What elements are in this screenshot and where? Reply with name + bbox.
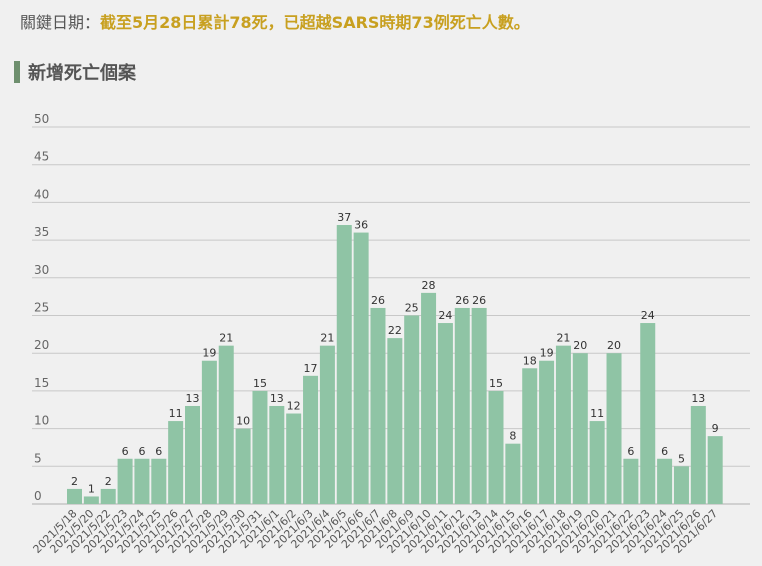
bar bbox=[185, 405, 201, 504]
section-title: 新增死亡個案 bbox=[28, 63, 136, 84]
data-label: 6 bbox=[661, 445, 668, 458]
key-date-line: 關鍵日期：截至5月28日累計78死，已超越SARS時期73例死亡人數。 bbox=[20, 10, 530, 36]
data-label: 37 bbox=[337, 211, 351, 224]
bar bbox=[269, 405, 285, 504]
data-label: 6 bbox=[138, 445, 145, 458]
data-label: 11 bbox=[590, 407, 604, 420]
data-label: 8 bbox=[509, 430, 516, 443]
y-tick-label: 40 bbox=[34, 187, 49, 201]
data-label: 12 bbox=[287, 400, 301, 413]
data-label: 2 bbox=[71, 475, 78, 488]
bar bbox=[555, 345, 571, 504]
bar bbox=[319, 345, 335, 504]
data-label: 21 bbox=[219, 332, 233, 345]
y-tick-label: 45 bbox=[34, 150, 49, 164]
bar bbox=[623, 458, 639, 504]
bar bbox=[286, 413, 302, 504]
data-label: 36 bbox=[354, 219, 368, 232]
data-label: 21 bbox=[556, 332, 570, 345]
data-label: 2 bbox=[105, 475, 112, 488]
y-tick-label: 30 bbox=[34, 263, 49, 277]
bar bbox=[657, 458, 673, 504]
data-label: 6 bbox=[627, 445, 634, 458]
data-label: 15 bbox=[253, 377, 267, 390]
data-label: 18 bbox=[523, 354, 537, 367]
bar bbox=[606, 353, 622, 504]
section-header: 新增死亡個案 bbox=[14, 60, 136, 84]
data-label: 6 bbox=[122, 445, 129, 458]
bar bbox=[471, 307, 487, 504]
data-label: 15 bbox=[489, 377, 503, 390]
y-tick-label: 10 bbox=[34, 414, 49, 428]
bar bbox=[151, 458, 167, 504]
y-tick-label: 20 bbox=[34, 338, 49, 352]
bar bbox=[640, 323, 656, 504]
bar bbox=[303, 375, 319, 504]
data-label: 1 bbox=[88, 482, 95, 495]
data-label: 25 bbox=[405, 302, 419, 315]
bar bbox=[707, 436, 723, 504]
bar bbox=[67, 488, 82, 504]
data-label: 19 bbox=[540, 347, 554, 360]
data-label: 9 bbox=[712, 422, 719, 435]
data-label: 17 bbox=[304, 362, 318, 375]
data-label: 6 bbox=[155, 445, 162, 458]
data-label: 20 bbox=[573, 339, 587, 352]
bar bbox=[404, 315, 420, 504]
bar bbox=[117, 458, 133, 504]
data-label: 21 bbox=[320, 332, 334, 345]
bar bbox=[353, 232, 369, 504]
data-label: 11 bbox=[169, 407, 183, 420]
bar bbox=[505, 443, 521, 504]
bar bbox=[100, 488, 116, 504]
bar bbox=[168, 421, 184, 504]
bar bbox=[252, 390, 268, 504]
key-date-text: 截至5月28日累計78死，已超越SARS時期73例死亡人數。 bbox=[100, 13, 530, 32]
bar bbox=[134, 458, 150, 504]
bar bbox=[488, 390, 504, 504]
y-tick-label: 50 bbox=[34, 112, 49, 126]
data-label: 5 bbox=[678, 452, 685, 465]
bar bbox=[336, 225, 352, 504]
bar bbox=[201, 360, 217, 504]
data-label: 22 bbox=[388, 324, 402, 337]
bar bbox=[690, 405, 706, 504]
key-date-label: 關鍵日期： bbox=[20, 13, 101, 32]
data-label: 24 bbox=[438, 309, 452, 322]
y-tick-label: 0 bbox=[34, 489, 42, 503]
data-label: 28 bbox=[422, 279, 436, 292]
bar bbox=[83, 496, 99, 504]
bar bbox=[387, 338, 403, 504]
bar bbox=[572, 353, 588, 504]
y-tick-label: 25 bbox=[34, 301, 49, 315]
bar bbox=[235, 428, 251, 504]
bar bbox=[218, 345, 234, 504]
data-label: 19 bbox=[202, 347, 216, 360]
data-label: 24 bbox=[641, 309, 655, 322]
y-tick-label: 35 bbox=[34, 225, 49, 239]
y-tick-label: 15 bbox=[34, 376, 49, 390]
section-accent-bar bbox=[14, 61, 20, 83]
bar bbox=[437, 323, 453, 504]
bar bbox=[522, 368, 538, 504]
y-tick-label: 5 bbox=[34, 451, 42, 465]
bar bbox=[421, 292, 437, 504]
bar bbox=[370, 307, 386, 504]
data-label: 26 bbox=[371, 294, 385, 307]
bar bbox=[589, 421, 605, 504]
data-label: 26 bbox=[455, 294, 469, 307]
bar bbox=[539, 360, 555, 504]
data-label: 13 bbox=[270, 392, 284, 405]
data-label: 20 bbox=[607, 339, 621, 352]
data-label: 26 bbox=[472, 294, 486, 307]
data-label: 10 bbox=[236, 415, 250, 428]
data-label: 13 bbox=[186, 392, 200, 405]
bar bbox=[673, 466, 689, 504]
data-label: 13 bbox=[691, 392, 705, 405]
bar bbox=[454, 307, 470, 504]
